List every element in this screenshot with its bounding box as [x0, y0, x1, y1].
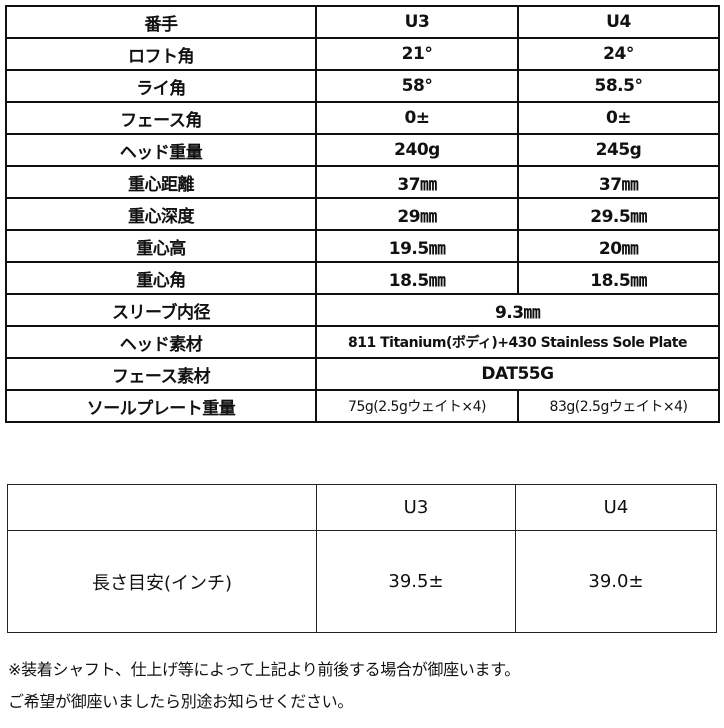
cell: 18.5㎜: [315, 261, 519, 295]
cell: 83g(2.5gウェイト×4): [517, 389, 720, 423]
note-line: ご希望が御座いましたら別途お知らせください。: [8, 692, 354, 711]
table-row: 重心距離 37㎜ 37㎜: [5, 165, 720, 199]
header-cell: 番手: [5, 5, 317, 39]
table-header-row: U3 U4: [7, 484, 717, 531]
row-label: ソールプレート重量: [5, 389, 317, 423]
row-label: 重心角: [5, 261, 317, 295]
table-row: 重心深度 29㎜ 29.5㎜: [5, 197, 720, 231]
cell: DAT55G: [315, 357, 720, 391]
cell: 37㎜: [315, 165, 519, 199]
cell: 18.5㎜: [517, 261, 720, 295]
spec-table: 番手 U3 U4 ロフト角 21° 24° ライ角 58° 58.5° フェース角 0± 0…: [5, 5, 720, 423]
row-label: 重心距離: [5, 165, 317, 199]
cell: 39.0±: [515, 530, 717, 633]
cell: 811 Titanium(ボディ)+430 Stainless Sole Pla…: [315, 325, 720, 359]
table-row: ライ角 58° 58.5°: [5, 69, 720, 103]
row-label: ライ角: [5, 69, 317, 103]
table-row: スリーブ内径 9.3㎜: [5, 293, 720, 327]
cell: 75g(2.5gウェイト×4): [315, 389, 519, 423]
header-cell: U4: [515, 484, 717, 531]
table-row: ヘッド重量 240g 245g: [5, 133, 720, 167]
row-label: スリーブ内径: [5, 293, 317, 327]
cell: 20㎜: [517, 229, 720, 263]
cell: 9.3㎜: [315, 293, 720, 327]
header-cell: U3: [315, 5, 519, 39]
cell: 58.5°: [517, 69, 720, 103]
cell: 58°: [315, 69, 519, 103]
cell: 21°: [315, 37, 519, 71]
row-label: ヘッド重量: [5, 133, 317, 167]
table-row: ヘッド素材 811 Titanium(ボディ)+430 Stainless Sol…: [5, 325, 720, 359]
note-line: ※装着シャフト、仕上げ等によって上記より前後する場合が御座います。: [8, 660, 520, 679]
cell: 0±: [517, 101, 720, 135]
row-label: ロフト角: [5, 37, 317, 71]
row-label: ヘッド素材: [5, 325, 317, 359]
row-label: フェース角: [5, 101, 317, 135]
cell: 39.5±: [316, 530, 516, 633]
table-row: 長さ目安(インチ) 39.5± 39.0±: [7, 530, 717, 633]
table-row: ロフト角 21° 24°: [5, 37, 720, 71]
table-header-row: 番手 U3 U4: [5, 5, 720, 39]
row-label: 長さ目安(インチ): [7, 530, 317, 633]
row-label: 重心高: [5, 229, 317, 263]
cell: 24°: [517, 37, 720, 71]
table-row: ソールプレート重量 75g(2.5gウェイト×4) 83g(2.5gウェイト×4): [5, 389, 720, 423]
length-table: U3 U4 長さ目安(インチ) 39.5± 39.0±: [7, 484, 717, 633]
cell: 29㎜: [315, 197, 519, 231]
row-label: 重心深度: [5, 197, 317, 231]
header-cell: U4: [517, 5, 720, 39]
header-cell: U3: [316, 484, 516, 531]
cell: 240g: [315, 133, 519, 167]
table-row: 重心角 18.5㎜ 18.5㎜: [5, 261, 720, 295]
cell: 0±: [315, 101, 519, 135]
row-label: フェース素材: [5, 357, 317, 391]
cell: 245g: [517, 133, 720, 167]
cell: 29.5㎜: [517, 197, 720, 231]
table-row: フェース素材 DAT55G: [5, 357, 720, 391]
cell: 37㎜: [517, 165, 720, 199]
table-row: フェース角 0± 0±: [5, 101, 720, 135]
cell: 19.5㎜: [315, 229, 519, 263]
table-row: 重心高 19.5㎜ 20㎜: [5, 229, 720, 263]
header-cell: [7, 484, 317, 531]
